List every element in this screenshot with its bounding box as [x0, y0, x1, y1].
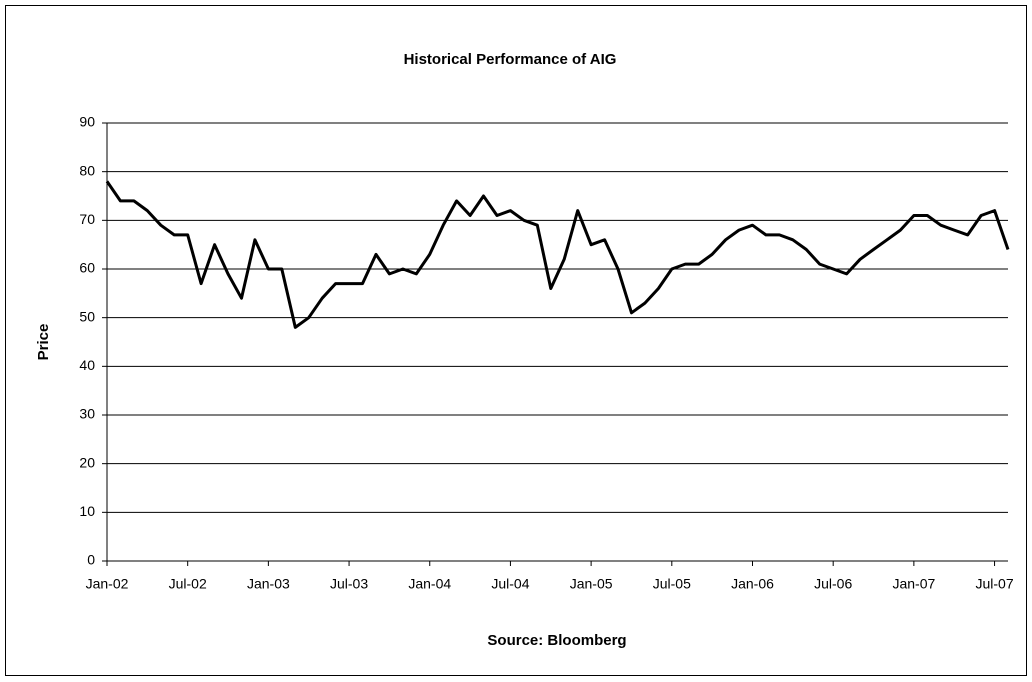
price-line: [105, 180, 1010, 329]
y-tick-label: 40: [79, 357, 95, 373]
y-tick-label: 90: [79, 114, 95, 130]
x-tick-label: Jul-03: [330, 576, 368, 592]
x-tick-label: Jul-06: [814, 576, 852, 592]
y-tick-label: 60: [79, 260, 95, 276]
x-tick-label: Jan-07: [892, 576, 935, 592]
x-tick-label: Jan-03: [247, 576, 290, 592]
y-tick-label: 10: [79, 503, 95, 519]
x-tick-label: Jul-07: [975, 576, 1013, 592]
y-tick-label: 20: [79, 454, 95, 470]
x-tick-label: Jul-05: [653, 576, 691, 592]
chart-title: Historical Performance of AIG: [404, 51, 617, 68]
x-tick-label: Jan-04: [408, 576, 451, 592]
x-tick-label: Jan-06: [731, 576, 774, 592]
x-tick-label: Jul-02: [169, 576, 207, 592]
y-tick-label: 0: [87, 552, 95, 568]
y-axis-label: Price: [35, 324, 52, 361]
y-tick-label: 80: [79, 162, 95, 178]
x-tick-label: Jan-02: [86, 576, 129, 592]
y-tick-label: 30: [79, 406, 95, 422]
y-tick-label: 50: [79, 308, 95, 324]
y-tick-label: 70: [79, 211, 95, 227]
x-axis-label: Source: Bloomberg: [487, 632, 626, 649]
x-tick-label: Jul-04: [491, 576, 529, 592]
chart-border: [5, 5, 1027, 676]
x-tick-label: Jan-05: [570, 576, 613, 592]
